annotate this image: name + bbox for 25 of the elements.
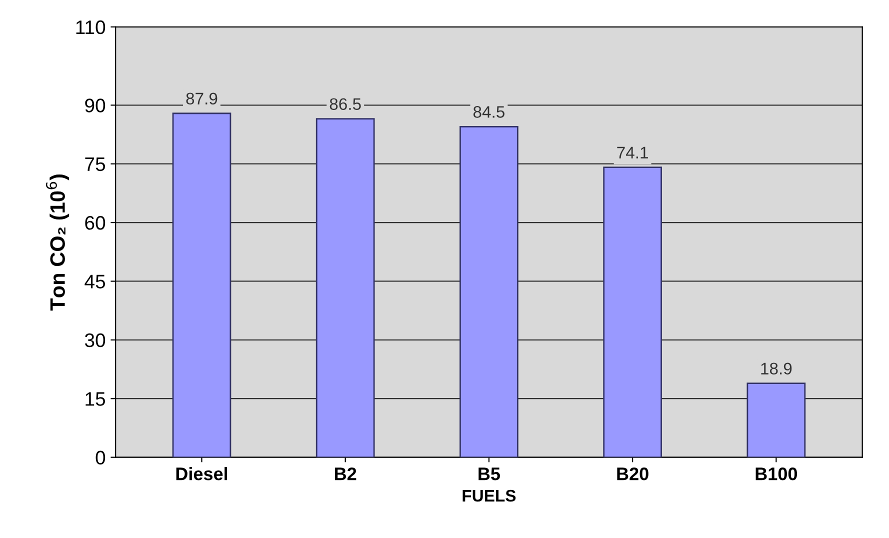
y-tick-label: 75: [85, 158, 106, 172]
bar: [746, 382, 806, 458]
x-axis-title: FUELS: [462, 490, 516, 502]
x-tick-label: B5: [478, 468, 500, 480]
y-tick-label: 30: [84, 333, 106, 348]
bar: [316, 118, 375, 458]
data-label: 74.1: [617, 146, 648, 158]
y-tick-label: 0: [96, 450, 106, 465]
bar: [460, 126, 518, 458]
bar: [172, 112, 232, 458]
x-tick-label: B100: [756, 468, 798, 480]
x-tick-label: B20: [617, 468, 648, 480]
y-tick-label: 90: [85, 98, 106, 112]
y-axis-title: Ton CO₂ (10$^{6}$): [46, 174, 70, 311]
y-tick-label: 15: [86, 392, 106, 406]
data-label: 18.9: [761, 362, 792, 374]
x-tick-label: B2: [335, 468, 356, 480]
data-label: 86.5: [330, 98, 361, 110]
bar: [603, 166, 662, 458]
x-tick-label: Diesel: [176, 467, 228, 480]
data-label: 84.5: [473, 106, 504, 118]
y-tick-label: 110: [76, 20, 106, 34]
data-label: 87.9: [186, 92, 218, 105]
y-tick-label: 60: [85, 216, 106, 230]
y-tick-label: 45: [84, 274, 106, 288]
